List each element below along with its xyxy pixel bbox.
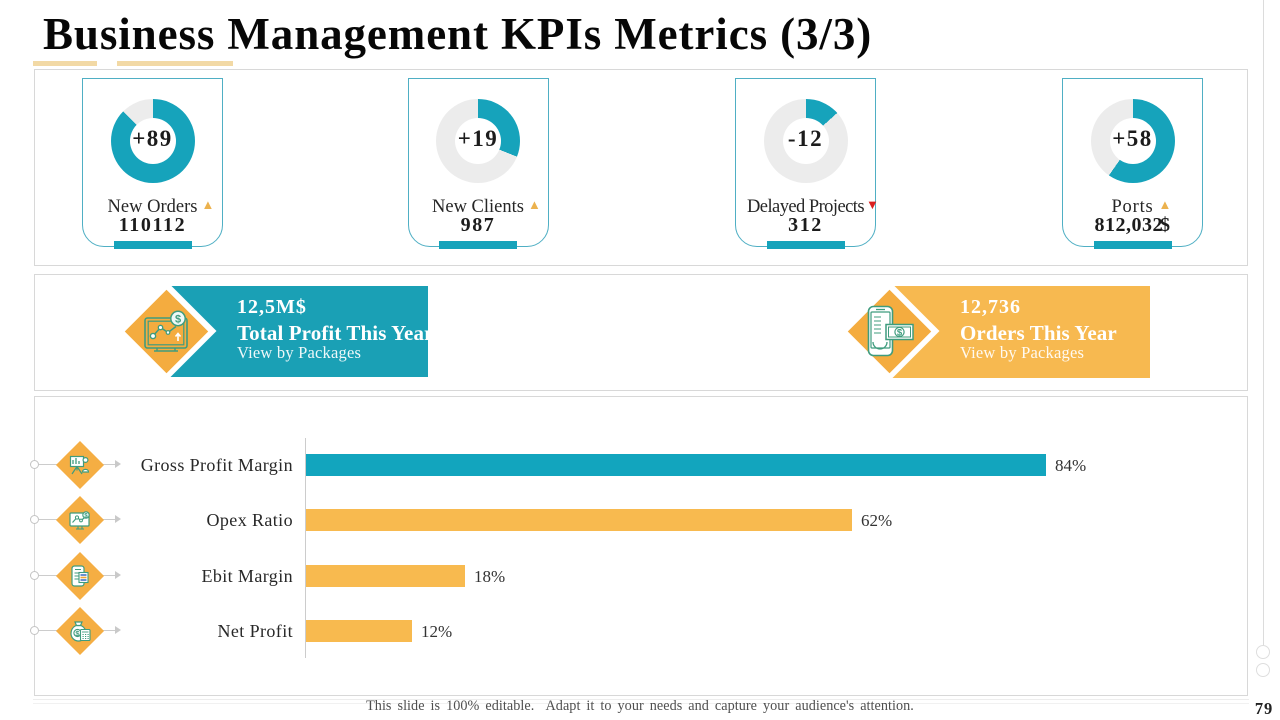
svg-text:$: $ [75, 629, 80, 638]
svg-text:$: $ [175, 314, 181, 326]
svg-text:$: $ [897, 328, 903, 339]
svg-text:$: $ [84, 513, 88, 519]
